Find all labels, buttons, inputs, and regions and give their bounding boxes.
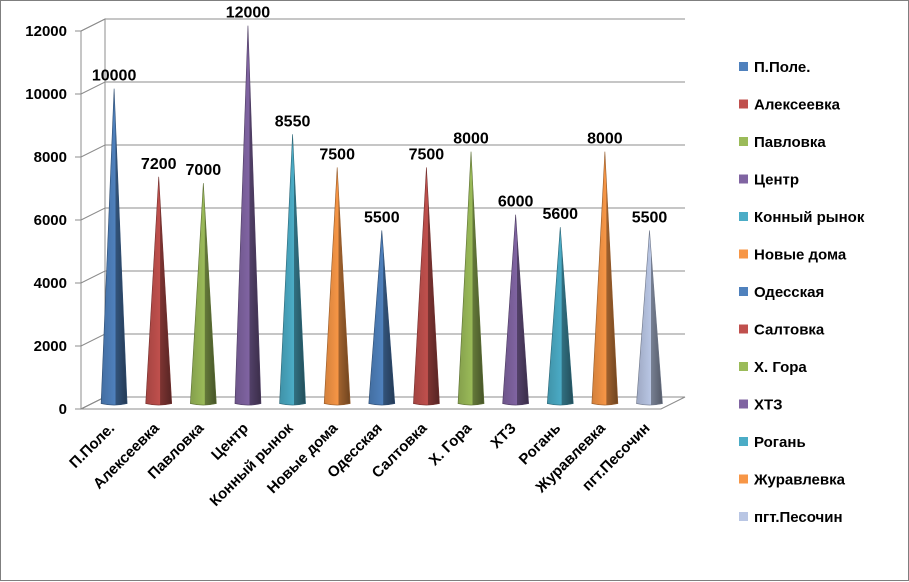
- data-cones: [100, 25, 663, 406]
- cone-bar: [502, 214, 529, 406]
- legend-label: Салтовка: [754, 322, 825, 339]
- gridline: [80, 81, 685, 95]
- cone-bar: [368, 230, 396, 406]
- y-tick-label: 10000: [25, 86, 67, 103]
- x-category-label: Х. Гора: [426, 419, 476, 469]
- legend-label: Алексеевка: [754, 97, 841, 114]
- legend-swatch: [739, 437, 748, 446]
- data-label: 8000: [453, 131, 489, 148]
- y-tick-label: 2000: [34, 338, 67, 355]
- data-label: 7200: [141, 156, 177, 173]
- legend-swatch: [739, 174, 748, 184]
- cone-bar: [413, 167, 440, 406]
- x-category-label: Центр: [208, 420, 252, 464]
- legend-label: Журавлевка: [753, 472, 846, 489]
- legend-label: Одесская: [754, 284, 824, 301]
- data-label: 8550: [275, 113, 311, 130]
- data-label: 8000: [587, 131, 623, 148]
- y-tick-label: 6000: [34, 212, 67, 229]
- cone-bar: [145, 176, 173, 406]
- legend-swatch: [739, 62, 748, 71]
- legend-label: Конный рынок: [754, 209, 865, 226]
- legend-swatch: [739, 212, 748, 221]
- y-tick-label: 0: [59, 401, 67, 418]
- legend-label: Новые дома: [754, 247, 847, 264]
- data-label: 6000: [498, 194, 534, 211]
- cone-bar: [234, 25, 262, 406]
- legend-swatch: [739, 249, 748, 259]
- y-tick-label: 4000: [34, 275, 67, 292]
- legend-label: Рогань: [754, 434, 806, 451]
- y-tick-label: 8000: [34, 149, 67, 166]
- cone-bar: [636, 230, 663, 406]
- legend-swatch: [739, 137, 748, 146]
- gridlines: [80, 18, 685, 410]
- y-axis: 0 2000 4000 6000 8000 10000 12000: [25, 23, 81, 418]
- legend-swatch: [739, 362, 748, 371]
- legend-swatch: [739, 474, 748, 484]
- gridline: [80, 207, 685, 221]
- gridline: [80, 144, 685, 158]
- legend-label: пгт.Песочин: [754, 509, 843, 526]
- data-label: 12000: [226, 5, 271, 22]
- cone-bar: [546, 227, 574, 406]
- legend-label: П.Поле.: [754, 59, 810, 76]
- cone-bar: [100, 88, 128, 406]
- legend-swatch: [739, 512, 748, 521]
- legend-label: ХТЗ: [754, 397, 783, 414]
- legend-label: Х. Гора: [754, 359, 807, 376]
- cone-bar: [457, 151, 485, 406]
- cone-bar: [190, 183, 217, 406]
- legend-swatch: [739, 287, 748, 296]
- legend-swatch: [739, 399, 748, 409]
- legend-label: Центр: [754, 172, 799, 189]
- data-label: 10000: [92, 68, 137, 85]
- cone-bar: [591, 151, 619, 406]
- data-labels: 10000 7200 7000 12000 8550 7500 5500 7500 8000 60…: [92, 5, 668, 227]
- data-label: 7500: [319, 146, 355, 163]
- data-label: 5600: [542, 206, 578, 223]
- y-tick-label: 12000: [25, 23, 67, 40]
- legend-swatch: [739, 324, 748, 334]
- data-label: 5500: [364, 209, 400, 226]
- data-label: 5500: [632, 209, 668, 226]
- gridline: [80, 18, 685, 32]
- data-label: 7000: [186, 162, 222, 179]
- legend: П.Поле. Алексеевка Павловка Центр Конный рын…: [739, 59, 865, 526]
- x-category-label: ХТЗ: [487, 420, 519, 452]
- legend-swatch: [739, 99, 748, 109]
- cone-bar: [323, 167, 351, 406]
- data-label: 7500: [409, 146, 445, 163]
- legend-label: Павловка: [754, 134, 826, 151]
- cone-bar: [279, 134, 306, 406]
- gridline: [80, 270, 685, 284]
